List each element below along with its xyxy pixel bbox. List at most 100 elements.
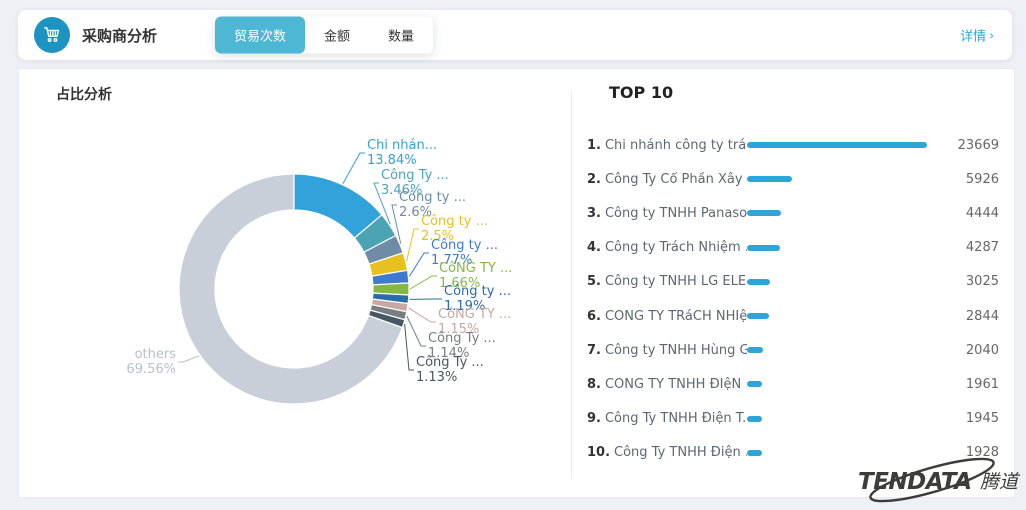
details-label: 详情	[960, 26, 986, 45]
top10-row[interactable]: 7.Công ty TNHH Hùng Gia 2040	[587, 333, 999, 367]
main-card: 占比分析 Chi nhán...13.84%Công Ty ...3.46%Cô…	[18, 68, 1015, 498]
segment-label: Công ty ...	[431, 238, 498, 253]
tab-2[interactable]: 数量	[369, 17, 433, 54]
rank: 7.	[587, 343, 601, 358]
top10-row[interactable]: 8.CÔNG TY TNHH ĐIệN ... 1961	[587, 367, 999, 401]
top10-row[interactable]: 9. Công Ty TNHH Điện T... 1945	[587, 402, 999, 436]
value-bar	[747, 279, 770, 285]
rank: 4.	[587, 240, 601, 255]
bar-cell	[747, 210, 943, 216]
company-name: 6. CÔNG TY TRáCH NHIệ...	[587, 309, 747, 324]
label-line	[408, 308, 436, 322]
bar-cell	[747, 313, 943, 319]
value-bar	[747, 142, 927, 148]
value-text: 5926	[943, 172, 999, 187]
segment-label: Công Ty ...	[381, 168, 449, 183]
segment-label: CôNG TY ...	[438, 307, 511, 322]
name-text: Công Ty TNHH Điện ...	[614, 445, 747, 460]
label-line	[405, 324, 414, 370]
top10-row[interactable]: 4. Công ty Trách Nhiệm ... 4287	[587, 231, 999, 265]
cart-icon	[34, 17, 70, 53]
top10-title: TOP 10	[609, 83, 673, 102]
segment-pct: 1.13%	[416, 370, 457, 385]
value-bar	[747, 245, 780, 251]
company-name: 8.CÔNG TY TNHH ĐIệN ...	[587, 377, 747, 392]
segment-label: Công Ty ...	[416, 355, 484, 370]
name-text: CÔNG TY TRáCH NHIệ...	[605, 309, 747, 324]
chevron-right-icon: ›	[989, 28, 994, 42]
label-line	[178, 356, 199, 362]
bar-cell	[747, 416, 943, 422]
company-name: 4. Công ty Trách Nhiệm ...	[587, 240, 747, 255]
tendata-logo: TENDATA 腾道	[854, 456, 1026, 510]
rank: 2.	[587, 172, 601, 187]
rank: 6.	[587, 309, 601, 324]
tab-1[interactable]: 金额	[305, 17, 369, 54]
tab-group: 贸易次数金额数量	[215, 17, 433, 54]
segment-label: others	[135, 347, 177, 362]
value-bar	[747, 416, 762, 422]
value-bar	[747, 210, 781, 216]
value-text: 1945	[943, 411, 999, 426]
company-name: 10. Công Ty TNHH Điện ...	[587, 445, 747, 460]
segment-label: Công ty ...	[399, 190, 466, 205]
top10-row[interactable]: 3.Công ty TNHH Panaso... 4444	[587, 196, 999, 230]
donut-chart[interactable]: Chi nhán...13.84%Công Ty ...3.46%Công ty…	[19, 69, 571, 499]
bar-cell	[747, 347, 943, 353]
rank: 1.	[587, 138, 601, 153]
rank: 5.	[587, 274, 601, 289]
label-line	[343, 153, 365, 184]
panel-divider	[571, 91, 572, 479]
top10-row[interactable]: 5. Công ty TNHH LG ELE... 3025	[587, 265, 999, 299]
label-line	[407, 229, 419, 261]
top10-row[interactable]: 1. Chi nhánh công ty trá... 23669	[587, 128, 999, 162]
label-line	[409, 253, 429, 277]
segment-label: Công ty ...	[444, 284, 511, 299]
name-text: Công ty TNHH LG ELE...	[605, 274, 747, 289]
segment-label: Chi nhán...	[367, 138, 437, 153]
bar-cell	[747, 176, 943, 182]
value-text: 2040	[943, 343, 999, 358]
bar-cell	[747, 245, 943, 251]
bar-cell	[747, 142, 943, 148]
company-name: 5. Công ty TNHH LG ELE...	[587, 274, 747, 289]
rank: 9.	[587, 411, 601, 426]
tab-0[interactable]: 贸易次数	[215, 17, 305, 54]
segment-label: Công Ty ...	[428, 331, 496, 346]
label-line	[410, 276, 437, 289]
top10-row[interactable]: 6. CÔNG TY TRáCH NHIệ... 2844	[587, 299, 999, 333]
company-name: 9. Công Ty TNHH Điện T...	[587, 411, 747, 426]
value-text: 4444	[943, 206, 999, 221]
company-name: 3.Công ty TNHH Panaso...	[587, 206, 747, 221]
name-text: Công Ty TNHH Điện T...	[605, 411, 747, 426]
company-name: 7.Công ty TNHH Hùng Gia	[587, 343, 747, 358]
rank: 3.	[587, 206, 601, 221]
top10-row[interactable]: 2.Công Ty Cổ Phần Xây ... 5926	[587, 162, 999, 196]
name-text: Công ty Trách Nhiệm ...	[605, 240, 747, 255]
company-name: 2.Công Ty Cổ Phần Xây ...	[587, 172, 747, 187]
segment-pct: 69.56%	[126, 362, 176, 377]
page-title: 采购商分析	[82, 25, 157, 46]
segment-pct: 13.84%	[367, 153, 417, 168]
value-text: 3025	[943, 274, 999, 289]
name-text: Chi nhánh công ty trá...	[605, 138, 747, 153]
logo-suffix: 腾道	[980, 471, 1021, 493]
details-link[interactable]: 详情 ›	[960, 26, 994, 45]
value-text: 2844	[943, 309, 999, 324]
value-bar	[747, 176, 792, 182]
bar-cell	[747, 450, 943, 456]
logo-text: TENDATA	[858, 469, 972, 495]
value-text: 1961	[943, 377, 999, 392]
value-text: 23669	[943, 138, 999, 153]
bar-cell	[747, 279, 943, 285]
value-bar	[747, 347, 763, 353]
value-bar	[747, 381, 762, 387]
value-bar	[747, 313, 769, 319]
header-card: 采购商分析 贸易次数金额数量 详情 ›	[18, 10, 1012, 60]
bar-cell	[747, 381, 943, 387]
segment-label: CôNG TY ...	[439, 261, 512, 276]
company-name: 1. Chi nhánh công ty trá...	[587, 138, 747, 153]
value-text: 4287	[943, 240, 999, 255]
rank: 10.	[587, 445, 610, 460]
